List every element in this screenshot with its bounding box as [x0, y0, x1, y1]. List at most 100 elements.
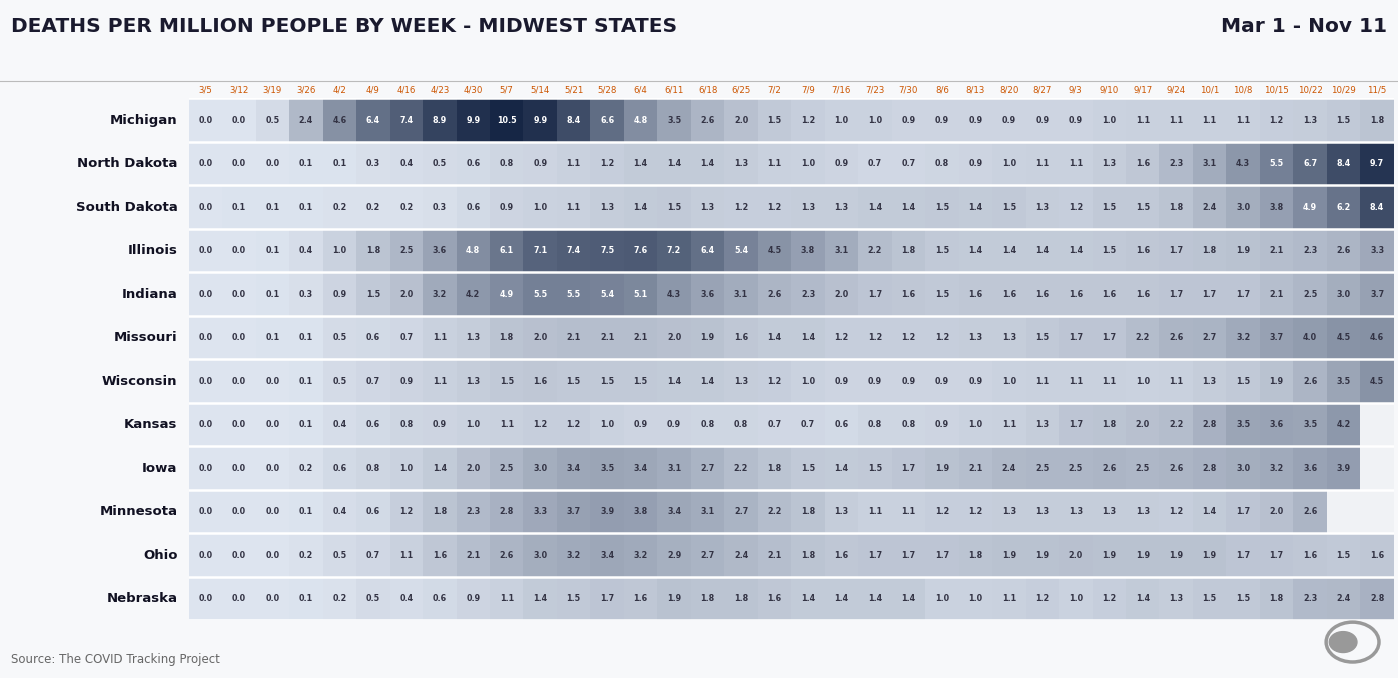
Text: 0.1: 0.1	[299, 420, 313, 429]
Text: 3.7: 3.7	[1370, 290, 1384, 298]
Bar	[959, 98, 993, 142]
Text: 0.0: 0.0	[266, 551, 280, 559]
Text: 0.6: 0.6	[333, 464, 347, 473]
Bar	[1293, 229, 1327, 273]
Bar	[189, 577, 222, 620]
Text: 0.0: 0.0	[199, 464, 212, 473]
Bar	[993, 316, 1026, 359]
Text: 2.7: 2.7	[700, 464, 714, 473]
Text: 3.1: 3.1	[835, 246, 849, 255]
Text: 3.1: 3.1	[700, 507, 714, 516]
Bar	[1260, 273, 1293, 316]
Text: 1.4: 1.4	[969, 246, 983, 255]
Bar	[1159, 534, 1192, 577]
Bar	[691, 98, 724, 142]
Bar	[222, 359, 256, 403]
Text: 0.2: 0.2	[400, 203, 414, 212]
Bar	[390, 490, 424, 534]
Text: 2.6: 2.6	[1102, 464, 1117, 473]
Bar	[323, 446, 356, 490]
Text: 0.0: 0.0	[199, 290, 212, 298]
Bar	[724, 359, 758, 403]
Bar	[993, 142, 1026, 185]
Text: 1.8: 1.8	[1102, 420, 1117, 429]
Text: 1.6: 1.6	[1135, 159, 1149, 168]
Text: 9.7: 9.7	[1370, 159, 1384, 168]
Text: 1.5: 1.5	[366, 290, 380, 298]
Bar	[758, 142, 791, 185]
Bar	[691, 229, 724, 273]
Text: 4.5: 4.5	[768, 246, 781, 255]
Bar	[491, 534, 523, 577]
Bar	[1293, 403, 1327, 446]
Text: 0.2: 0.2	[366, 203, 380, 212]
Bar	[1159, 229, 1192, 273]
Text: 3.3: 3.3	[1370, 246, 1384, 255]
Bar	[424, 446, 457, 490]
Text: North Dakota: North Dakota	[77, 157, 178, 170]
Text: 0.0: 0.0	[199, 376, 212, 386]
Bar	[590, 359, 624, 403]
Text: 1.3: 1.3	[466, 333, 481, 342]
Text: 0.9: 0.9	[969, 376, 983, 386]
Bar	[691, 359, 724, 403]
Text: 1.3: 1.3	[1303, 115, 1317, 125]
Bar	[1260, 534, 1293, 577]
Text: 6.6: 6.6	[600, 115, 614, 125]
Text: 5/28: 5/28	[597, 86, 617, 95]
Text: 0.5: 0.5	[366, 594, 380, 603]
Bar	[1327, 577, 1360, 620]
Bar	[624, 577, 657, 620]
Text: 4.6: 4.6	[1370, 333, 1384, 342]
Text: 2.7: 2.7	[1202, 333, 1216, 342]
Text: 0.0: 0.0	[232, 246, 246, 255]
Bar	[1327, 98, 1360, 142]
Text: 1.3: 1.3	[1036, 507, 1050, 516]
Text: 4.6: 4.6	[333, 115, 347, 125]
Bar	[691, 316, 724, 359]
Text: 1.4: 1.4	[667, 159, 681, 168]
Text: 6.7: 6.7	[1303, 159, 1317, 168]
Bar	[724, 577, 758, 620]
Bar	[1327, 359, 1360, 403]
Text: 1.5: 1.5	[1135, 203, 1149, 212]
Text: 8.4: 8.4	[566, 115, 580, 125]
Bar	[1260, 316, 1293, 359]
Bar	[1026, 446, 1060, 490]
Bar	[323, 403, 356, 446]
Text: 10/15: 10/15	[1264, 86, 1289, 95]
Bar	[356, 490, 390, 534]
Bar	[356, 273, 390, 316]
Text: 1.8: 1.8	[1169, 203, 1183, 212]
Bar	[892, 403, 925, 446]
Text: 1.3: 1.3	[969, 333, 983, 342]
Text: 1.9: 1.9	[667, 594, 681, 603]
Bar	[256, 98, 289, 142]
Text: 0.5: 0.5	[333, 551, 347, 559]
Bar	[390, 185, 424, 229]
Text: 3.8: 3.8	[801, 246, 815, 255]
Bar	[624, 185, 657, 229]
Bar	[724, 446, 758, 490]
Text: 3.0: 3.0	[1236, 203, 1250, 212]
Bar	[491, 142, 523, 185]
Bar	[323, 490, 356, 534]
Text: 0.6: 0.6	[366, 333, 380, 342]
Bar	[1026, 98, 1060, 142]
Bar	[222, 273, 256, 316]
Bar	[390, 359, 424, 403]
Text: 3.6: 3.6	[433, 246, 447, 255]
Text: 1.9: 1.9	[1102, 551, 1117, 559]
Text: 1.5: 1.5	[566, 594, 580, 603]
Text: 1.3: 1.3	[734, 376, 748, 386]
Text: 4.5: 4.5	[1370, 376, 1384, 386]
Bar	[993, 534, 1026, 577]
Text: 2.3: 2.3	[1303, 594, 1317, 603]
Bar	[993, 359, 1026, 403]
Bar	[959, 142, 993, 185]
Text: 1.0: 1.0	[466, 420, 481, 429]
Text: 0.0: 0.0	[232, 551, 246, 559]
Text: 1.1: 1.1	[1169, 376, 1183, 386]
Text: 2.4: 2.4	[299, 115, 313, 125]
Bar	[1226, 142, 1260, 185]
